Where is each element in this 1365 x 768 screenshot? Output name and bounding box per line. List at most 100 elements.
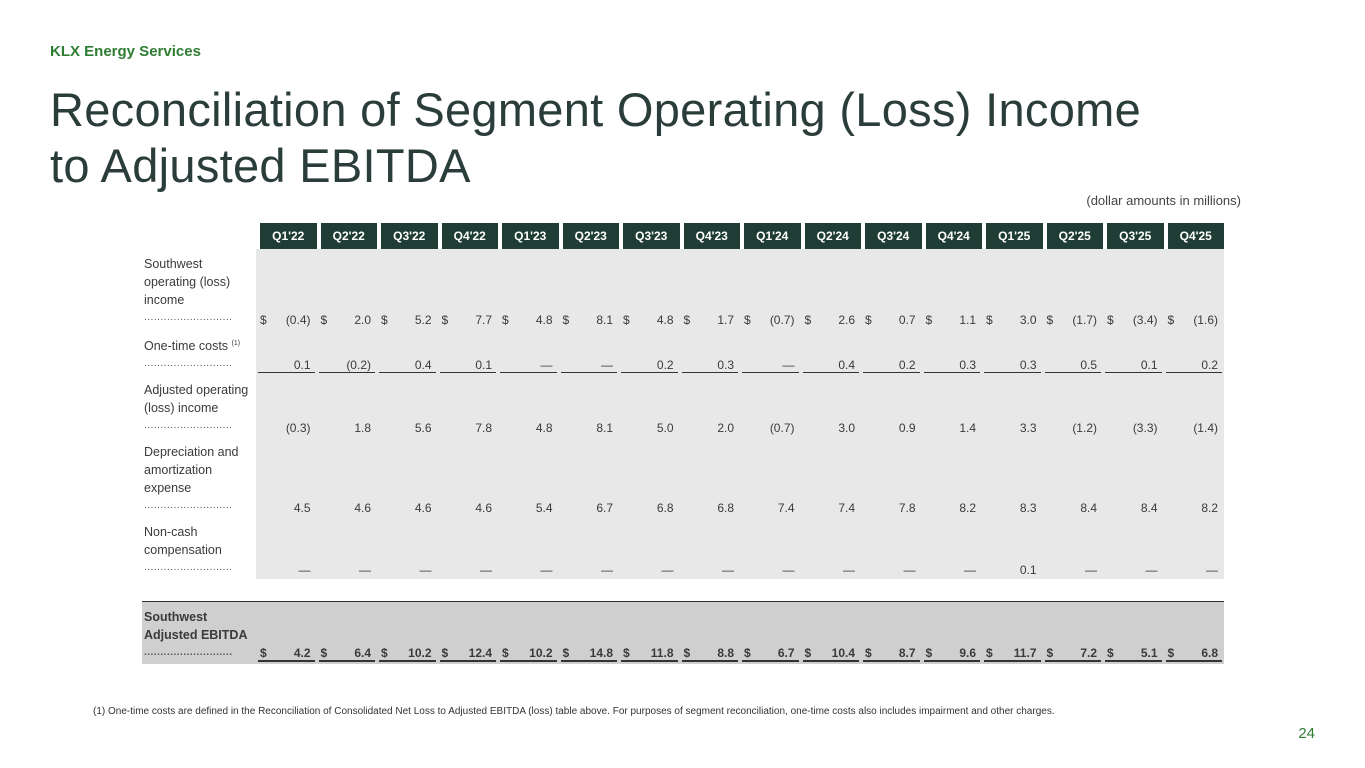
value-cell: — [921, 517, 982, 580]
value-cell: 3.0 [800, 375, 861, 438]
cell-value: 0.3 [717, 358, 734, 373]
currency-symbol: $ [683, 646, 691, 661]
value-cell: (0.2) [316, 329, 377, 376]
currency-symbol: $ [925, 313, 933, 327]
value-cell: $12.4 [437, 601, 498, 665]
table-header-row: Q1'22 Q2'22 Q3'22 Q4'22 Q1'23 Q2'23 Q3'23 Q4'23… [142, 223, 1224, 249]
cell-value: — [661, 563, 674, 578]
column-header: Q3'23 [619, 223, 680, 249]
cell-value: (3.4) [1132, 313, 1158, 327]
row-label-text: One-time costs [144, 339, 229, 354]
leader-dots: ........................... [144, 647, 233, 659]
cell-value: (0.2) [346, 358, 371, 373]
value-cell: $11.7 [982, 601, 1043, 665]
value-cell: 0.9 [861, 375, 922, 438]
currency-symbol: $ [320, 313, 328, 327]
value-cell: $2.0 [316, 249, 377, 329]
currency-symbol: $ [320, 646, 328, 661]
page-number: 24 [1298, 725, 1315, 742]
value-cell: 7.4 [740, 437, 801, 518]
value-cell: — [679, 517, 740, 580]
title-line-2: to Adjusted EBITDA [50, 139, 471, 192]
cell-value: 4.6 [414, 501, 432, 516]
column-header: Q2'25 [1042, 223, 1103, 249]
leader-dots: ........................... [144, 500, 233, 512]
cell-value: 7.8 [898, 501, 916, 516]
cell-value: 8.1 [596, 421, 613, 436]
value-cell: — [619, 517, 680, 580]
value-cell: $6.7 [740, 601, 801, 665]
column-header: Q2'22 [316, 223, 377, 249]
cell-value: 0.2 [656, 358, 674, 373]
cell-value: (0.7) [769, 313, 795, 327]
cell-value: 8.2 [959, 501, 976, 516]
leader-dots: ........................... [144, 562, 233, 574]
currency-symbol: $ [623, 313, 630, 327]
cell-value: 2.0 [717, 421, 734, 436]
value-cell: 4.5 [256, 437, 317, 518]
row-label-text: Southwest operating (loss) income [144, 257, 231, 307]
row-label: Non-cash compensation...................… [142, 517, 256, 580]
value-cell: 4.6 [377, 437, 438, 518]
column-header: Q1'23 [498, 223, 559, 249]
cell-value: — [359, 563, 371, 578]
leader-dots: ........................... [144, 420, 233, 432]
cell-value: (0.4) [285, 313, 311, 327]
value-cell: 6.8 [679, 437, 740, 518]
row-label-text: Southwest Adjusted EBITDA [144, 610, 248, 643]
row-label-text: Depreciation and amortization expense [144, 445, 239, 496]
cell-value: 7.7 [475, 313, 492, 327]
value-cell: 0.3 [921, 329, 982, 376]
value-cell: 7.8 [437, 375, 498, 438]
cell-value: (1.6) [1193, 313, 1218, 327]
currency-symbol: $ [381, 313, 388, 327]
currency-symbol: $ [260, 646, 267, 661]
title-line-1: Reconciliation of Segment Operating (Los… [50, 83, 1142, 136]
value-cell: — [256, 517, 317, 580]
cell-value: 11.7 [1013, 646, 1037, 661]
cell-value: 6.4 [354, 646, 371, 661]
cell-value: — [903, 563, 916, 578]
cell-value: 5.4 [535, 501, 553, 516]
value-cell: 8.3 [982, 437, 1043, 518]
value-cell: $4.8 [619, 249, 680, 329]
column-header: Q1'24 [740, 223, 801, 249]
cell-value: 4.5 [293, 501, 311, 516]
currency-symbol: $ [986, 646, 993, 661]
value-cell: 5.6 [377, 375, 438, 438]
cell-value: 0.5 [1080, 358, 1097, 373]
column-header: Q4'22 [437, 223, 498, 249]
column-header: Q3'25 [1103, 223, 1164, 249]
value-cell: (1.2) [1042, 375, 1103, 438]
cell-value: 2.6 [838, 313, 855, 327]
cell-value: — [540, 563, 553, 578]
row-label-text: Adjusted operating (loss) income [144, 383, 249, 416]
value-cell: (3.3) [1103, 375, 1164, 438]
value-cell: $11.8 [619, 601, 680, 665]
currency-symbol: $ [744, 646, 751, 661]
cell-value: 3.0 [1019, 313, 1037, 327]
value-cell: $14.8 [558, 601, 619, 665]
cell-value: (0.7) [769, 421, 795, 436]
value-cell: $5.2 [377, 249, 438, 329]
cell-value: 7.4 [777, 501, 795, 516]
cell-value: 0.2 [1201, 358, 1218, 373]
cell-value: 0.9 [898, 421, 916, 436]
column-header: Q3'22 [377, 223, 438, 249]
value-cell: $8.1 [558, 249, 619, 329]
cell-value: 5.1 [1140, 646, 1158, 661]
cell-value: — [1206, 563, 1218, 578]
value-cell: — [558, 517, 619, 580]
value-cell: $4.2 [256, 601, 317, 665]
value-cell: 8.2 [1163, 437, 1224, 518]
cell-value: — [298, 563, 311, 578]
value-cell: 0.1 [437, 329, 498, 376]
cell-value: 4.8 [656, 313, 674, 327]
value-cell: (0.7) [740, 375, 801, 438]
cell-value: 10.2 [408, 646, 432, 661]
cell-value: 0.2 [898, 358, 916, 373]
reconciliation-table-container: Q1'22 Q2'22 Q3'22 Q4'22 Q1'23 Q2'23 Q3'23 Q4'23… [142, 223, 1224, 665]
units-note: (dollar amounts in millions) [1086, 193, 1241, 208]
table-row: One-time costs (1)......................… [142, 329, 1224, 376]
currency-symbol: $ [562, 646, 570, 661]
